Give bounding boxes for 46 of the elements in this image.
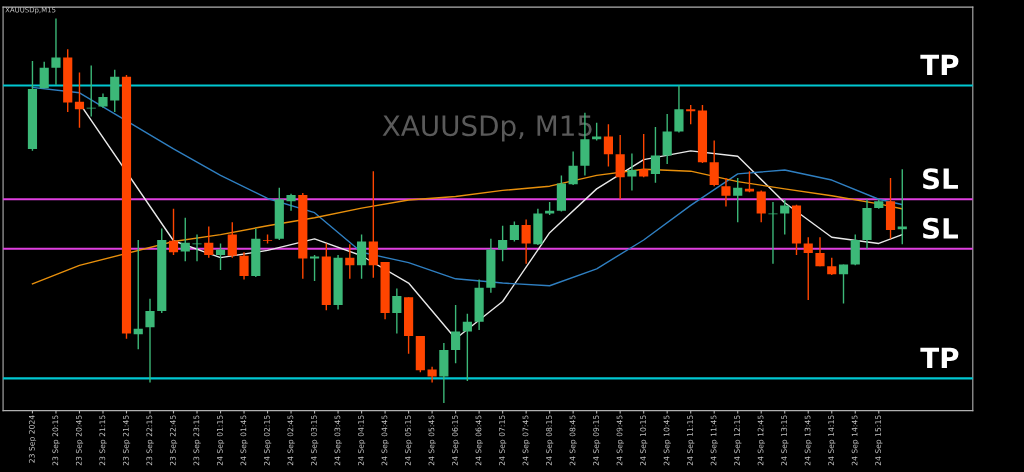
- candlestick: [686, 104, 696, 125]
- candlestick: [392, 287, 402, 335]
- candlestick: [204, 225, 214, 259]
- candlestick: [74, 71, 85, 129]
- candlestick: [639, 133, 649, 179]
- candlestick: [133, 239, 143, 350]
- candlestick: [709, 139, 719, 187]
- candlestick: [733, 177, 743, 224]
- candlestick: [650, 126, 661, 184]
- candlestick: [521, 218, 531, 265]
- ref-line-label: TP: [920, 54, 959, 76]
- ref-line-label: SL: [923, 217, 958, 239]
- candlestick: [39, 60, 49, 89]
- candlestick: [615, 134, 625, 200]
- candlestick: [145, 298, 155, 384]
- candlestick: [180, 217, 190, 262]
- candlestick: [498, 225, 508, 262]
- candlestick: [451, 304, 461, 365]
- candlestick: [627, 152, 637, 192]
- candlestick: [192, 233, 202, 262]
- candlestick: [756, 189, 766, 224]
- candlestick: [239, 251, 249, 281]
- candlestick: [86, 64, 96, 118]
- candlestick: [568, 150, 578, 186]
- candlestick: [662, 113, 672, 165]
- candlestick: [721, 177, 731, 208]
- candlestick: [603, 123, 613, 168]
- candlestick: [110, 69, 120, 113]
- candlestick: [168, 208, 179, 256]
- candlestick: [815, 236, 825, 267]
- candlestick: [462, 313, 472, 382]
- candlestick: [674, 84, 684, 134]
- candlestick: [509, 220, 519, 243]
- candlestick: [215, 242, 226, 271]
- ref-line-label: SL: [923, 168, 958, 190]
- candlestick: [803, 236, 813, 301]
- candlestick: [51, 17, 61, 86]
- candlestick: [356, 233, 367, 280]
- candlestick: [768, 201, 778, 265]
- candlestick: [286, 193, 296, 212]
- candlestick: [227, 221, 237, 259]
- candlestick: [368, 170, 378, 279]
- candlestick: [345, 243, 355, 280]
- candlestick: [780, 198, 790, 236]
- candlestick: [838, 263, 849, 305]
- ref-line-label: TP: [920, 347, 959, 368]
